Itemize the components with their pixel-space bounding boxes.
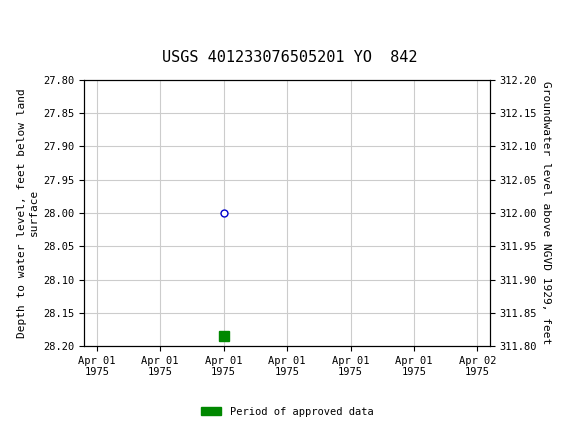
Y-axis label: Groundwater level above NGVD 1929, feet: Groundwater level above NGVD 1929, feet [542,81,552,344]
Bar [219,331,229,341]
Legend: Period of approved data: Period of approved data [197,402,378,421]
Y-axis label: Depth to water level, feet below land
surface: Depth to water level, feet below land su… [17,88,39,338]
Text: USGS 401233076505201 YO  842: USGS 401233076505201 YO 842 [162,49,418,64]
Text: ≡USGS: ≡USGS [10,11,81,29]
